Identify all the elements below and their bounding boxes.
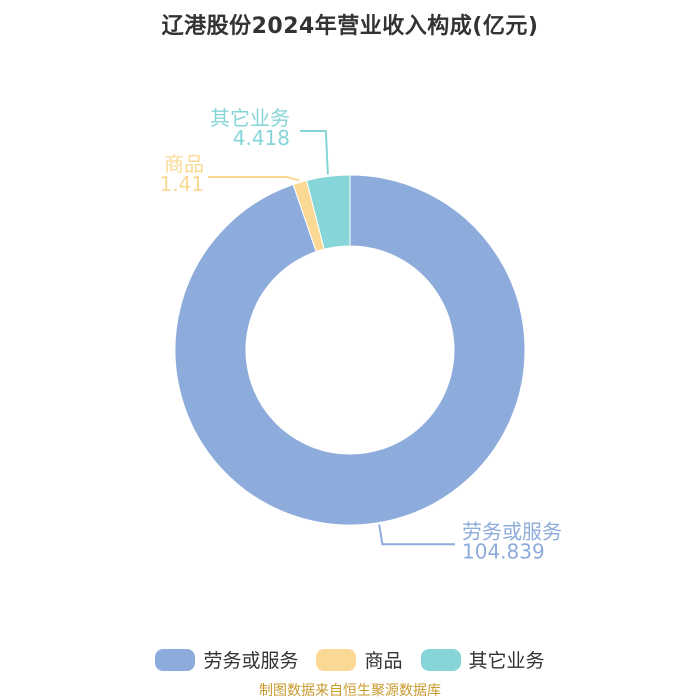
legend-swatch-services	[155, 648, 196, 671]
data-label-value-other: 4.418	[233, 126, 290, 150]
data-source-note: 制图数据来自恒生聚源数据库	[259, 683, 441, 699]
leader-line-goods	[208, 176, 300, 182]
leader-line-services	[378, 524, 455, 546]
legend-label-goods: 商品	[364, 650, 403, 672]
data-label-value-goods: 1.41	[159, 172, 204, 196]
donut-slice-other[interactable]	[305, 174, 351, 250]
legend-label-other: 其它业务	[468, 650, 545, 672]
chart-legend: 劳务或服务 商品 其它业务	[0, 646, 700, 673]
donut-slice-services[interactable]	[174, 174, 526, 526]
legend-swatch-goods	[316, 648, 357, 671]
legend-item-services[interactable]: 劳务或服务	[155, 646, 298, 673]
data-label-value-services: 104.839	[462, 539, 545, 563]
data-label-name-goods: 商品	[164, 152, 204, 176]
legend-item-goods[interactable]: 商品	[316, 646, 403, 673]
data-label-name-services: 劳务或服务	[462, 519, 562, 543]
data-label-name-other: 其它业务	[210, 106, 290, 130]
legend-swatch-other	[420, 648, 461, 671]
legend-label-services: 劳务或服务	[203, 650, 299, 672]
chart-title: 辽港股份2024年营业收入构成(亿元)	[161, 14, 539, 39]
leader-line-other	[300, 130, 329, 175]
legend-item-other[interactable]: 其它业务	[420, 646, 545, 673]
